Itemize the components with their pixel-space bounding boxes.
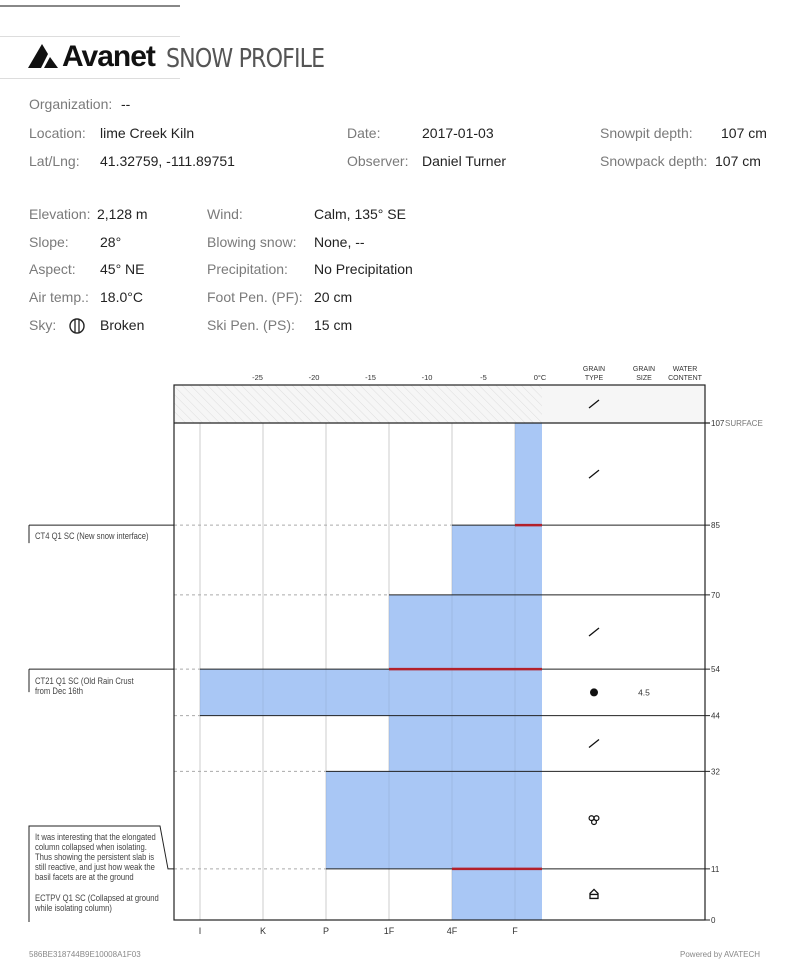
hardness-tick-label: 1F bbox=[384, 926, 395, 936]
column-header: SIZE bbox=[636, 375, 652, 382]
ski-pen-value: 15 cm bbox=[314, 317, 353, 333]
chart-frame bbox=[173, 384, 706, 921]
broken-sky-icon bbox=[69, 318, 85, 334]
slope-label: Slope: bbox=[29, 234, 69, 250]
test-note-54: CT21 Q1 SC (Old Rain Crust from Dec 16th bbox=[35, 676, 134, 696]
observer-label: Observer: bbox=[347, 153, 409, 169]
location-value: lime Creek Kiln bbox=[100, 125, 195, 141]
column-header: CONTENT bbox=[668, 375, 703, 382]
temp-tick-label: -10 bbox=[422, 373, 433, 382]
depth-label: 32 bbox=[711, 767, 720, 776]
logo-guide bbox=[0, 78, 180, 79]
precipitation-label: Precipitation: bbox=[207, 261, 288, 277]
snowpit-depth-value: 107 cm bbox=[721, 125, 767, 141]
test-connector bbox=[28, 668, 174, 693]
hardness-tick-label: P bbox=[323, 926, 329, 936]
snowpack-depth-value: 107 cm bbox=[715, 153, 761, 169]
wind-label: Wind: bbox=[207, 206, 243, 222]
decomposing-fragments-icon bbox=[588, 399, 600, 409]
column-header: TYPE bbox=[585, 375, 604, 382]
precipitation-value: No Precipitation bbox=[314, 261, 413, 277]
avanet-mountain-icon bbox=[28, 44, 58, 68]
temp-tick-label: -15 bbox=[365, 373, 376, 382]
location-label: Location: bbox=[29, 125, 86, 141]
depth-hoar-icon bbox=[589, 888, 599, 900]
hardness-tick-label: I bbox=[199, 926, 202, 936]
ski-pen-label: Ski Pen. (PS): bbox=[207, 317, 295, 333]
powered-by: Powered by AVATECH bbox=[680, 950, 761, 959]
latlng-label: Lat/Lng: bbox=[29, 153, 80, 169]
latlng-value: 41.32759, -111.89751 bbox=[100, 153, 235, 169]
hardness-tick-label: K bbox=[260, 926, 266, 936]
depth-label: 107 bbox=[711, 419, 725, 428]
decomposing-fragments-icon bbox=[588, 627, 600, 637]
blowing-snow-label: Blowing snow: bbox=[207, 234, 297, 250]
depth-label: 54 bbox=[711, 665, 720, 674]
surface-grain-row bbox=[542, 385, 705, 423]
date-label: Date: bbox=[347, 125, 381, 141]
foot-pen-value: 20 cm bbox=[314, 289, 353, 305]
column-header: WATER bbox=[673, 366, 698, 373]
wind-value: Calm, 135° SE bbox=[314, 206, 406, 222]
column-header: GRAIN bbox=[583, 366, 605, 373]
hardness-bar bbox=[389, 715, 542, 772]
logo: Avanet bbox=[28, 40, 156, 74]
blowing-snow-value: None, -- bbox=[314, 234, 365, 250]
top-rule bbox=[0, 5, 180, 7]
slope-value: 28° bbox=[100, 234, 122, 250]
hardness-bar bbox=[452, 868, 542, 920]
melt-clusters-icon bbox=[588, 815, 600, 826]
foot-pen-label: Foot Pen. (PF): bbox=[207, 289, 303, 305]
aspect-value: 45° NE bbox=[100, 261, 145, 277]
test-connector bbox=[28, 524, 174, 544]
surface-hatch bbox=[174, 385, 542, 423]
aspect-label: Aspect: bbox=[29, 261, 76, 277]
sky-label: Sky: bbox=[29, 317, 57, 333]
test-note-11: ECTPV Q1 SC (Collapsed at ground while i… bbox=[35, 893, 159, 913]
elevation-label: Elevation: bbox=[29, 206, 91, 222]
air-temp-value: 18.0°C bbox=[100, 289, 143, 305]
depth-label: 44 bbox=[711, 712, 720, 721]
test-comment-11: It was interesting that the elongated co… bbox=[35, 832, 156, 882]
date-value: 2017-01-03 bbox=[422, 125, 494, 141]
temp-tick-label: -25 bbox=[252, 373, 263, 382]
depth-label: 70 bbox=[711, 591, 720, 600]
test-note-85: CT4 Q1 SC (New snow interface) bbox=[35, 531, 149, 541]
grain-size-value: 4.5 bbox=[638, 687, 650, 697]
organization-label: Organization: bbox=[29, 96, 113, 112]
temp-tick-label: 0°C bbox=[534, 373, 547, 382]
surface-label: SURFACE bbox=[725, 419, 763, 428]
logo-guide bbox=[0, 36, 180, 37]
test-connector bbox=[28, 825, 174, 922]
decomposing-fragments-icon bbox=[588, 469, 600, 479]
hardness-bar bbox=[515, 423, 542, 526]
snowpack-depth-label: Snowpack depth: bbox=[600, 153, 708, 169]
temp-tick-label: -20 bbox=[309, 373, 320, 382]
hardness-tick-label: 4F bbox=[447, 926, 458, 936]
column-header: GRAIN bbox=[633, 366, 655, 373]
snowpit-depth-label: Snowpit depth: bbox=[600, 125, 693, 141]
elevation-value: 2,128 m bbox=[97, 206, 148, 222]
hardness-bar bbox=[200, 669, 542, 716]
decomposing-fragments-icon bbox=[588, 738, 600, 749]
sky-value: Broken bbox=[100, 317, 145, 333]
temp-tick-label: -5 bbox=[480, 373, 487, 382]
page-title: SNOW PROFILE bbox=[166, 44, 325, 74]
observer-value: Daniel Turner bbox=[422, 153, 507, 169]
profile-id: 586BE318744B9E10008A1F03 bbox=[29, 950, 141, 959]
organization-value: -- bbox=[121, 96, 131, 112]
hardness-bar bbox=[452, 525, 542, 595]
cluster-circle bbox=[590, 819, 597, 826]
hardness-bar bbox=[326, 771, 542, 869]
air-temp-label: Air temp.: bbox=[29, 289, 89, 305]
depth-label: 0 bbox=[711, 916, 716, 925]
depth-label: 11 bbox=[711, 865, 720, 874]
hardness-tick-label: F bbox=[512, 926, 518, 936]
logo-text: Avanet bbox=[62, 40, 156, 73]
melt-freeze-crust-icon bbox=[590, 688, 598, 697]
hardness-bar bbox=[389, 594, 542, 670]
depth-label: 85 bbox=[711, 521, 720, 530]
